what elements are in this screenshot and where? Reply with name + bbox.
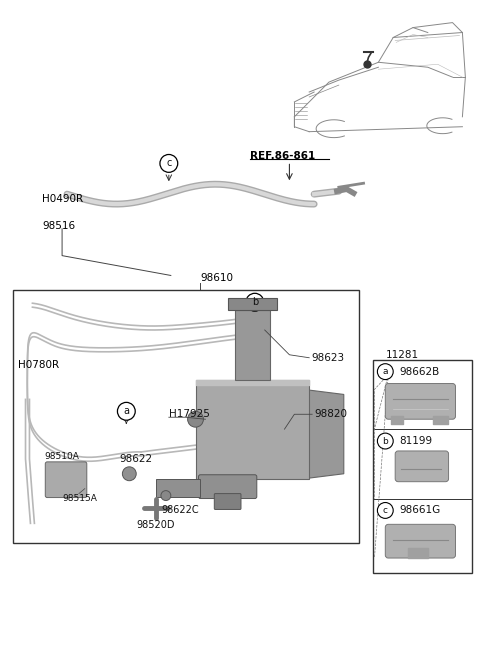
Circle shape xyxy=(161,491,171,501)
Text: 98623: 98623 xyxy=(311,353,344,363)
Text: 98520D: 98520D xyxy=(136,520,175,530)
Text: c: c xyxy=(383,506,388,515)
Text: c: c xyxy=(166,158,171,168)
Circle shape xyxy=(160,154,178,172)
Text: H0780R: H0780R xyxy=(18,359,59,370)
Text: 98662B: 98662B xyxy=(399,367,439,376)
Text: b: b xyxy=(383,436,388,445)
Text: b: b xyxy=(252,297,258,307)
FancyBboxPatch shape xyxy=(395,451,448,482)
FancyBboxPatch shape xyxy=(385,384,456,419)
Circle shape xyxy=(122,467,136,481)
Text: H0490R: H0490R xyxy=(42,194,84,204)
FancyBboxPatch shape xyxy=(45,462,87,497)
Text: 98510A: 98510A xyxy=(44,453,79,461)
Text: 98516: 98516 xyxy=(42,221,75,231)
Bar xyxy=(12,290,359,543)
Circle shape xyxy=(118,402,135,420)
Polygon shape xyxy=(228,298,276,310)
FancyBboxPatch shape xyxy=(214,493,241,509)
Bar xyxy=(373,360,472,573)
Polygon shape xyxy=(156,479,201,497)
Circle shape xyxy=(188,411,204,427)
Text: 98622C: 98622C xyxy=(161,505,199,516)
Text: 98515A: 98515A xyxy=(62,494,97,503)
FancyBboxPatch shape xyxy=(199,475,257,499)
Text: 98661G: 98661G xyxy=(399,505,440,516)
Circle shape xyxy=(377,364,393,380)
Circle shape xyxy=(377,433,393,449)
Polygon shape xyxy=(304,390,344,479)
Text: a: a xyxy=(383,367,388,376)
Text: 98610: 98610 xyxy=(201,273,233,283)
Text: 81199: 81199 xyxy=(399,436,432,446)
Text: 98820: 98820 xyxy=(314,409,347,419)
Text: 98622: 98622 xyxy=(120,454,153,464)
Text: 11281: 11281 xyxy=(386,350,420,360)
Text: REF.86-861: REF.86-861 xyxy=(250,152,315,162)
Polygon shape xyxy=(235,310,270,380)
Circle shape xyxy=(377,503,393,518)
Text: a: a xyxy=(123,406,129,417)
FancyBboxPatch shape xyxy=(385,524,456,558)
Text: H17925: H17925 xyxy=(169,409,210,419)
Circle shape xyxy=(246,293,264,311)
Polygon shape xyxy=(195,380,309,479)
